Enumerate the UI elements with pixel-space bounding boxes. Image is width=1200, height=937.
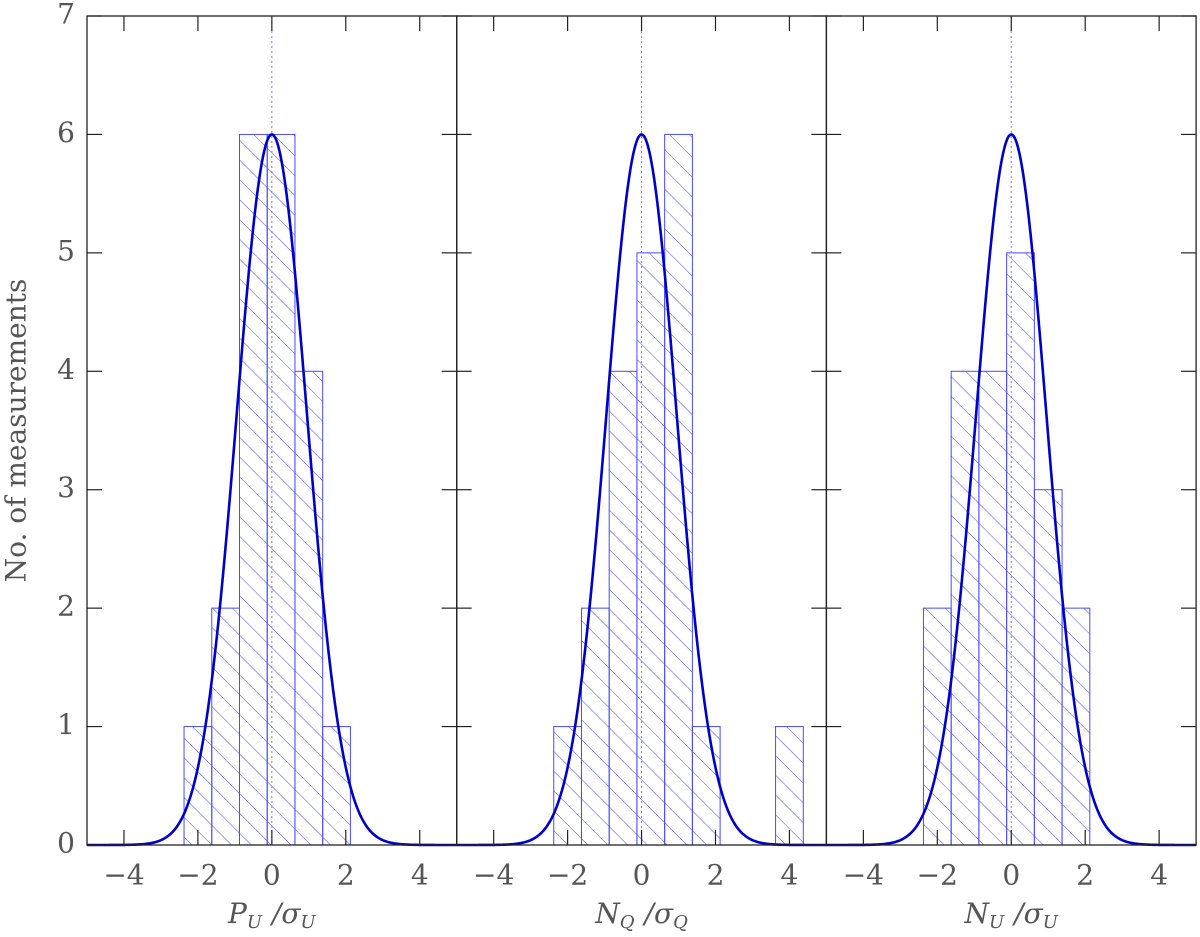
histogram-bar <box>239 133 268 846</box>
y-axis-label: No. of measurements <box>0 279 33 583</box>
x-tick-label: 2 <box>1076 859 1094 892</box>
y-tick-label: 2 <box>57 590 75 623</box>
x-tick-label: −4 <box>843 859 884 892</box>
fit-curve <box>826 133 1197 847</box>
x-tick-label: −2 <box>547 859 588 892</box>
histogram-bar <box>608 370 638 846</box>
y-tick-label: 0 <box>57 827 75 860</box>
histogram-bar <box>691 726 721 846</box>
x-axis-label-part: P <box>227 897 248 930</box>
histogram-bar <box>775 726 804 846</box>
x-axis-label: NQ/σQ <box>594 897 688 934</box>
x-axis-label-part: U <box>1043 912 1059 933</box>
fit-curve <box>87 133 457 847</box>
y-tick-label: 7 <box>57 0 75 31</box>
x-axis-label-part: Q <box>620 912 635 933</box>
x-axis-label: NU/σU <box>964 897 1059 934</box>
y-tick-label: 6 <box>57 116 75 149</box>
histogram-bar <box>922 607 952 846</box>
x-axis-label: PU/σU <box>227 897 317 934</box>
y-tick-label: 1 <box>57 708 75 741</box>
x-axis-label-part: /σ <box>642 897 674 930</box>
x-axis-label-part: N <box>594 897 621 930</box>
x-axis-label-part: Q <box>673 912 688 933</box>
x-axis-label-part: U <box>301 912 317 933</box>
histogram-bar <box>978 370 1008 846</box>
fit-curve <box>456 133 827 847</box>
x-tick-label: 0 <box>633 859 651 892</box>
x-axis-label-part: U <box>247 912 263 933</box>
histogram-bar <box>664 133 693 846</box>
x-tick-label: 2 <box>337 859 355 892</box>
x-axis-label-part: U <box>989 912 1005 933</box>
x-axis-label-part: /σ <box>269 897 301 930</box>
x-tick-label: 4 <box>1150 859 1168 892</box>
y-tick-label: 5 <box>57 234 75 267</box>
x-tick-label: 0 <box>1002 859 1020 892</box>
x-tick-label: −4 <box>103 859 144 892</box>
y-tick-label: 4 <box>57 353 75 386</box>
x-tick-label: 0 <box>263 859 281 892</box>
histogram-bar <box>183 726 213 846</box>
x-tick-label: −2 <box>917 859 958 892</box>
x-tick-label: 4 <box>781 859 799 892</box>
x-tick-label: −4 <box>473 859 514 892</box>
x-axis-label-part: N <box>964 897 991 930</box>
x-tick-label: −2 <box>177 859 218 892</box>
histogram-bar <box>322 726 351 846</box>
histogram-bar <box>553 726 582 846</box>
x-tick-label: 2 <box>707 859 725 892</box>
y-tick-label: 3 <box>57 471 75 504</box>
x-axis-label-part: /σ <box>1011 897 1043 930</box>
x-tick-label: 4 <box>411 859 429 892</box>
